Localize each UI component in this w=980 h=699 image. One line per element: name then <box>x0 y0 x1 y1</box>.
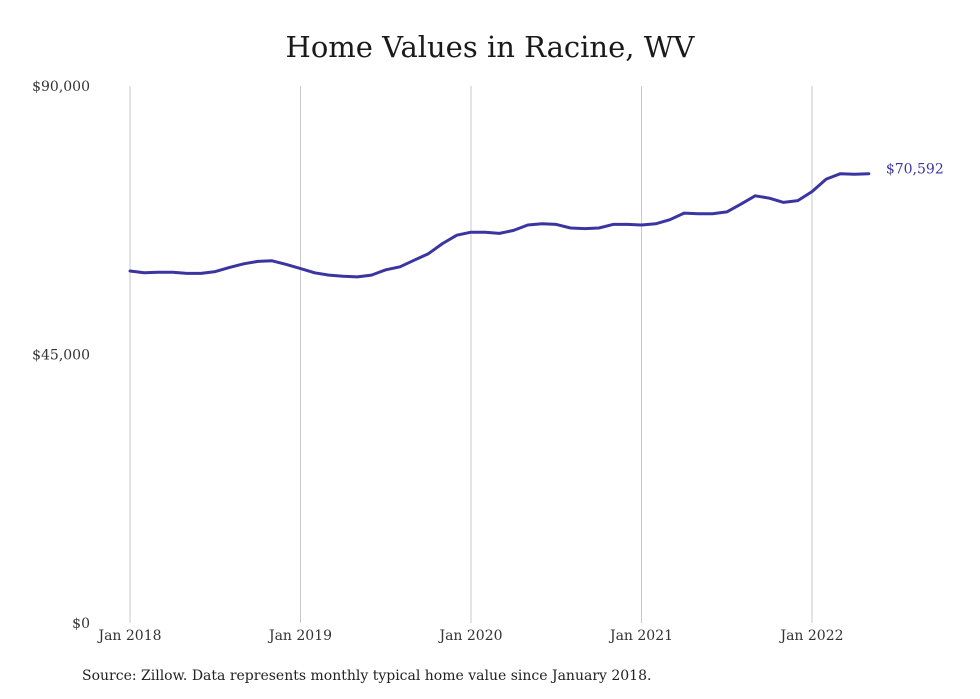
x-tick-label: Jan 2019 <box>267 628 332 644</box>
x-tick-label: Jan 2022 <box>778 628 843 644</box>
y-tick-label: $45,000 <box>32 348 90 364</box>
y-tick-label: $0 <box>72 616 90 632</box>
x-tick-label: Jan 2020 <box>437 628 502 644</box>
y-tick-label: $90,000 <box>32 79 90 95</box>
x-tick-label: Jan 2021 <box>608 628 673 644</box>
source-note: Source: Zillow. Data represents monthly … <box>82 668 652 684</box>
x-tick-label: Jan 2018 <box>96 628 161 644</box>
series-line <box>128 172 871 279</box>
end-value-label: $70,592 <box>886 162 944 178</box>
chart-title: Home Values in Racine, WV <box>285 30 695 64</box>
